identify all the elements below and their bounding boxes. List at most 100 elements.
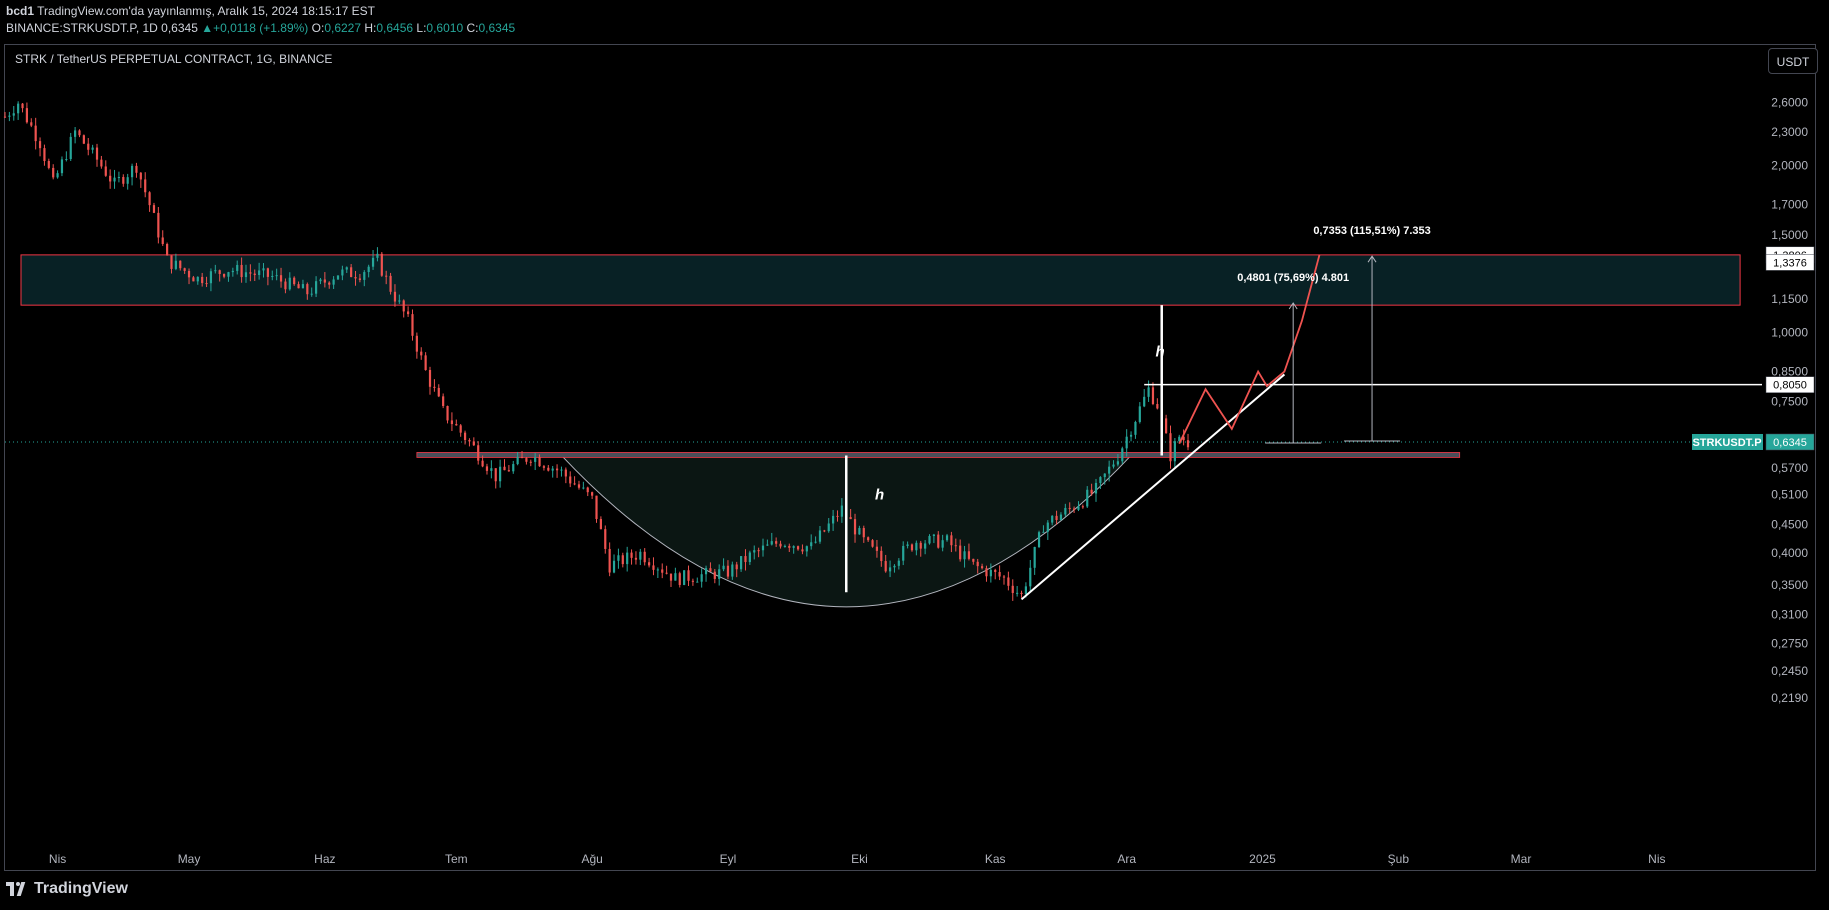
candle-body	[836, 515, 839, 517]
candle-body	[1186, 440, 1190, 448]
candle-body	[236, 264, 239, 271]
publisher-name[interactable]: bcd1	[6, 4, 35, 18]
candle-body	[477, 445, 480, 461]
candle-body	[1129, 434, 1133, 437]
candle-body	[919, 542, 922, 549]
candle-body	[792, 546, 795, 548]
candle-body	[279, 275, 283, 282]
x-tick-label: Eki	[851, 852, 868, 866]
candle-body	[1090, 489, 1093, 494]
candle-body	[1077, 506, 1080, 510]
candle-body	[976, 561, 979, 567]
candle-body	[380, 253, 383, 276]
candle-body	[402, 300, 405, 312]
candle-body	[442, 396, 445, 407]
x-tick-label: Kas	[985, 852, 1006, 866]
candle-body	[21, 103, 24, 109]
candle-body	[691, 580, 695, 582]
candle-body	[336, 275, 340, 280]
last-price-label-bg	[1765, 433, 1815, 451]
candle-body	[91, 147, 94, 150]
candle-body	[100, 159, 103, 167]
candle-body	[569, 476, 572, 484]
y-tick-label: 2,0000	[1771, 159, 1808, 173]
candle-body	[626, 552, 629, 565]
candle-body	[43, 148, 46, 162]
candle-body	[166, 243, 169, 256]
candle-body	[617, 555, 620, 561]
candle-body	[1029, 567, 1032, 587]
height-annotation: h	[875, 486, 884, 503]
candle-body	[293, 277, 296, 285]
candle-body	[389, 275, 392, 292]
candle-body	[902, 545, 905, 561]
candle-body	[170, 255, 173, 269]
chart-frame	[4, 44, 1816, 871]
symbol-name: BINANCE:STRKUSDT.P	[6, 21, 136, 35]
candle-body	[753, 550, 756, 553]
candle-body	[179, 260, 182, 269]
candle-body	[393, 291, 397, 302]
measure-label: 0,4801 (75,69%) 4.801	[1237, 272, 1349, 284]
candle-body	[135, 165, 138, 173]
candle-body	[196, 276, 199, 282]
candle-body	[34, 125, 37, 142]
x-tick-label: Nis	[1648, 852, 1665, 866]
zone-price-label: 1,3376	[1773, 257, 1807, 269]
measure-arrow-icon	[1288, 302, 1298, 310]
candle-body	[345, 267, 348, 270]
candle-body	[639, 551, 642, 560]
candle-body	[433, 386, 436, 388]
candle-body	[805, 546, 808, 552]
candle-body	[424, 355, 427, 370]
candle-body	[709, 568, 712, 572]
candle-body	[450, 420, 454, 425]
candle-body	[1116, 461, 1120, 465]
candle-body	[69, 136, 72, 160]
candle-body	[818, 530, 822, 542]
candle-body	[1011, 585, 1014, 593]
candle-body	[937, 534, 940, 548]
candle-body	[139, 172, 142, 180]
candle-body	[959, 545, 962, 560]
candle-body	[512, 464, 515, 472]
candle-body	[468, 440, 471, 442]
candle-body	[950, 535, 953, 546]
y-tick-label: 0,3100	[1771, 607, 1808, 621]
candle-body	[332, 279, 335, 285]
brand-name: TradingView	[34, 880, 128, 897]
candle-body	[915, 542, 918, 551]
candle-body	[551, 468, 554, 471]
candle-body	[1064, 507, 1067, 515]
candle-body	[683, 570, 686, 585]
candle-body	[998, 571, 1001, 577]
candle-body	[884, 561, 887, 572]
candle-body	[980, 566, 984, 569]
candle-body	[731, 564, 734, 577]
candle-body	[814, 541, 817, 543]
candle-body	[301, 284, 305, 289]
candle-body	[599, 519, 602, 530]
height-annotation: h	[1155, 343, 1164, 360]
currency-button[interactable]: USDT	[1768, 48, 1818, 74]
candle-body	[65, 159, 68, 161]
candle-body	[420, 351, 423, 356]
tradingview-logo[interactable]: TradingView	[6, 880, 128, 898]
candle-body	[910, 544, 914, 551]
candle-body	[297, 284, 300, 289]
symbol-tag-bg	[1692, 433, 1763, 450]
candle-body	[1173, 441, 1176, 462]
candle-body	[827, 523, 830, 532]
candle-body	[1042, 531, 1045, 533]
y-tick-label: 2,6000	[1771, 95, 1808, 109]
candle-body	[674, 573, 677, 581]
candle-body	[718, 569, 721, 579]
low-value: 0,6010	[426, 21, 464, 35]
candle-body	[209, 271, 213, 284]
candle-body	[534, 457, 537, 462]
y-tick-label: 0,3500	[1771, 578, 1808, 592]
open-value: 0,6227	[324, 21, 362, 35]
candle-body	[363, 272, 366, 280]
candle-body	[104, 166, 107, 176]
